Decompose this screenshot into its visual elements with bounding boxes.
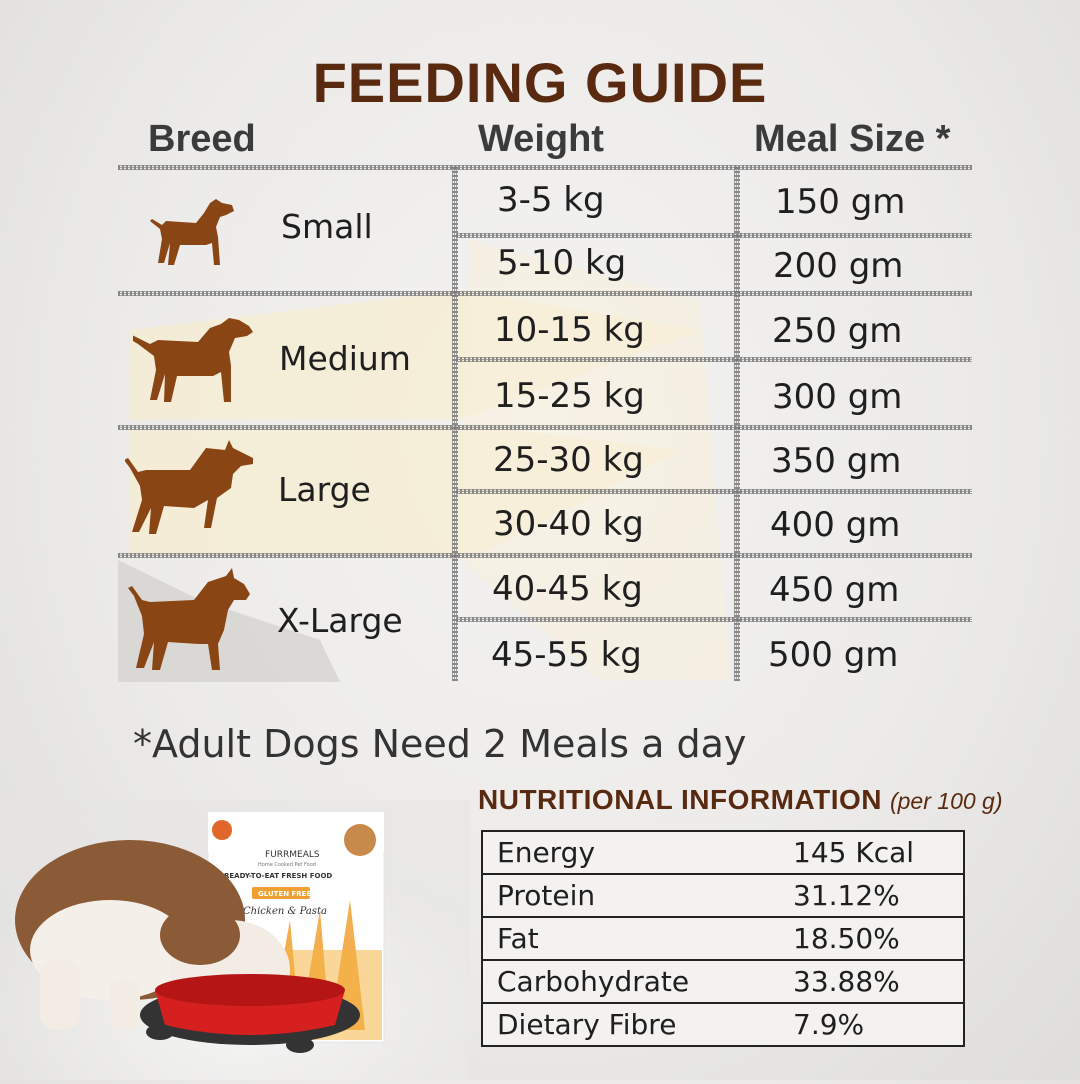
red-bowl: [140, 974, 360, 1053]
meal-cell: 400 gm: [770, 505, 901, 545]
table-row: Dietary Fibre 7.9%: [481, 1002, 965, 1047]
nutrient-value: 33.88%: [793, 959, 965, 1004]
puppy-eating-illustration: FURRMEALS Home Cooked Pet Food READY-TO-…: [0, 800, 470, 1080]
footnote: *Adult Dogs Need 2 Meals a day: [133, 722, 747, 766]
breed-label-large: Large: [278, 470, 371, 509]
weight-cell: 10-15 kg: [494, 310, 645, 350]
weight-cell: 30-40 kg: [493, 504, 644, 544]
breed-label-medium: Medium: [279, 339, 411, 378]
nutrient-value: 31.12%: [793, 873, 965, 918]
product-photo: FURRMEALS Home Cooked Pet Food READY-TO-…: [0, 800, 470, 1080]
table-row: Protein 31.12%: [481, 873, 965, 918]
table-row: Fat 18.50%: [481, 916, 965, 961]
nutrient-label: Dietary Fibre: [481, 1002, 793, 1047]
meal-cell: 500 gm: [768, 635, 899, 675]
large-dog-icon: [125, 440, 253, 534]
table-row: Carbohydrate 33.88%: [481, 959, 965, 1004]
meal-cell: 250 gm: [772, 311, 903, 351]
flavor-text: Chicken & Pasta: [243, 906, 327, 917]
meal-cell: 350 gm: [771, 441, 902, 481]
tagline-text: Home Cooked Pet Food: [258, 862, 316, 868]
nutrition-subtitle: (per 100 g): [889, 788, 1003, 814]
weight-header: Weight: [478, 118, 604, 160]
breed-label-xlarge: X-Large: [277, 601, 403, 640]
nutrition-title: NUTRITIONAL INFORMATION (per 100 g): [478, 784, 1003, 816]
nutrient-label: Energy: [481, 830, 793, 875]
weight-cell: 5-10 kg: [497, 243, 627, 283]
product-line-text: READY-TO-EAT FRESH FOOD: [224, 872, 332, 880]
weight-cell: 45-55 kg: [491, 635, 642, 675]
breed-label-small: Small: [281, 207, 373, 246]
badge-text: GLUTEN FREE: [258, 890, 311, 898]
breed-header: Breed: [148, 118, 256, 160]
nutrient-value: 18.50%: [793, 916, 965, 961]
small-dog-icon: [150, 199, 234, 265]
table-row: Energy 145 Kcal: [481, 830, 965, 875]
nutrient-label: Fat: [481, 916, 793, 961]
nutrient-value: 145 Kcal: [793, 830, 965, 875]
weight-cell: 25-30 kg: [493, 440, 644, 480]
meal-size-header: Meal Size *: [754, 118, 951, 160]
meal-cell: 150 gm: [775, 182, 906, 222]
nutrition-title-text: NUTRITIONAL INFORMATION: [478, 784, 882, 815]
nutrient-label: Protein: [481, 873, 793, 918]
light-beam-decoration: [118, 240, 730, 682]
weight-cell: 3-5 kg: [497, 180, 605, 220]
nutrient-label: Carbohydrate: [481, 959, 793, 1004]
page-title: FEEDING GUIDE: [312, 51, 768, 114]
meal-cell: 300 gm: [772, 377, 903, 417]
brand-text: FURRMEALS: [265, 850, 320, 860]
nutrition-table: Energy 145 Kcal Protein 31.12% Fat 18.50% C…: [481, 830, 965, 1047]
feeding-table: [118, 165, 972, 681]
medium-dog-icon: [133, 318, 253, 402]
meal-cell: 450 gm: [769, 570, 900, 610]
xlarge-dog-icon: [128, 568, 250, 670]
nutrient-value: 7.9%: [793, 1002, 965, 1047]
weight-cell: 15-25 kg: [494, 376, 645, 416]
meal-cell: 200 gm: [773, 246, 904, 286]
weight-cell: 40-45 kg: [492, 569, 643, 609]
